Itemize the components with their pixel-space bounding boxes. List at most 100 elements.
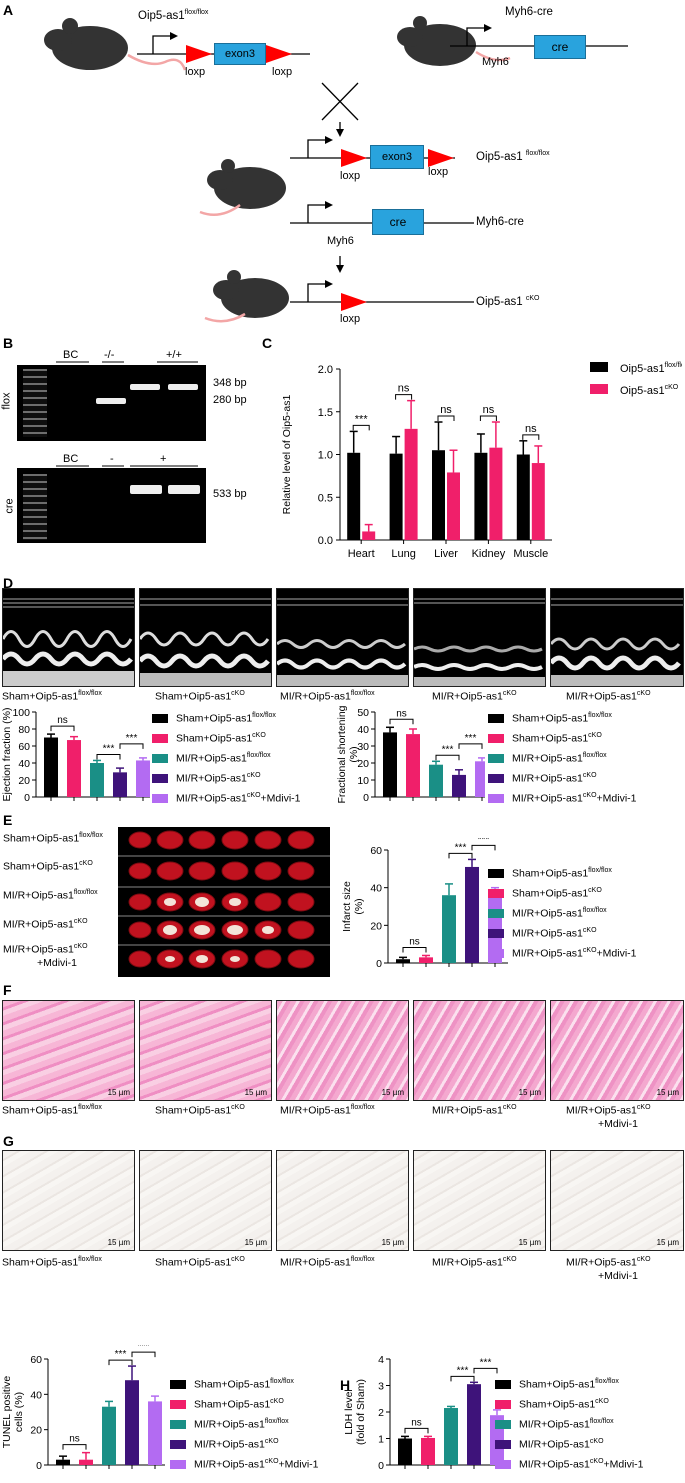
y-tick-label: 60 — [30, 1354, 42, 1366]
caption-e1: Sham+Oip5-as1flox/flox — [3, 832, 103, 845]
significance-label: *** — [138, 1345, 150, 1352]
bar — [102, 1406, 116, 1465]
y-tick-label: 3 — [378, 1381, 384, 1393]
y-tick-label: 80 — [18, 724, 30, 736]
y-axis-label: Relative level of Oip5-as1 — [281, 395, 293, 515]
bar — [125, 1380, 139, 1465]
legend-item: Sham+Oip5-as1cKO — [488, 732, 602, 745]
row3-label: Oip5-as1 cKO — [476, 295, 540, 308]
y-tick-label: 50 — [357, 707, 369, 719]
legend-swatch — [488, 754, 504, 764]
bar — [475, 761, 485, 797]
legend-item: MI/R+Oip5-as1cKO+Mdivi-1 — [495, 1458, 644, 1471]
y-tick-label: 40 — [18, 758, 30, 770]
legend-swatch — [495, 1420, 511, 1430]
bar — [383, 732, 397, 797]
y-tick-label: 0 — [36, 1460, 42, 1472]
loxp-label: loxp — [428, 166, 449, 178]
legend-swatch — [590, 384, 608, 394]
y-tick-label: 2 — [378, 1407, 384, 1419]
caption-f3: MI/R+Oip5-as1flox/flox — [280, 1104, 375, 1117]
myh6-label: Myh6 — [327, 235, 354, 247]
legend-item: MI/R+Oip5-as1flox/flox — [170, 1418, 289, 1431]
significance-label: *** — [103, 743, 115, 754]
mouse-icon-3 — [199, 159, 286, 217]
echo-image-2 — [139, 588, 272, 687]
bar — [347, 452, 361, 540]
bar — [429, 764, 443, 797]
y-tick-label: 60 — [370, 845, 382, 857]
legend-swatch — [488, 714, 504, 724]
legend-item: MI/R+Oip5-as1cKO — [152, 772, 261, 785]
band-533: 533 bp — [213, 488, 247, 500]
significance-label: ns — [440, 404, 452, 416]
bar — [467, 1384, 481, 1465]
y-tick-label: 0 — [24, 792, 30, 804]
echo-image-3 — [276, 588, 409, 687]
he-image-4: 15 µm — [413, 1000, 546, 1101]
legend-swatch — [152, 754, 168, 764]
he-image-2: 15 µm — [139, 1000, 272, 1101]
caption-g1: Sham+Oip5-as1flox/flox — [2, 1256, 102, 1269]
legend-swatch — [488, 889, 504, 899]
bar — [362, 531, 376, 540]
caption-g4: MI/R+Oip5-as1cKO — [432, 1256, 517, 1269]
legend-swatch — [488, 909, 504, 919]
legend-swatch — [170, 1460, 186, 1470]
y-axis-label: TUNEL positive — [1, 1376, 13, 1449]
significance-label: ns — [57, 715, 68, 726]
y-axis-label: Fractional shortening — [336, 705, 348, 803]
y-tick-label: 20 — [370, 920, 382, 932]
panel-label-b: B — [3, 335, 14, 351]
legend-item: MI/R+Oip5-as1cKO+Mdivi-1 — [488, 947, 637, 960]
legend-item: MI/R+Oip5-as1flox/flox — [495, 1418, 614, 1431]
y-tick-label: 20 — [30, 1425, 42, 1437]
legend-swatch — [495, 1460, 511, 1470]
bar — [113, 772, 127, 797]
loxp-triangle — [186, 45, 212, 63]
he-image-3: 15 µm — [276, 1000, 409, 1101]
legend-item: MI/R+Oip5-as1cKO+Mdivi-1 — [152, 792, 301, 805]
legend-item: Sham+Oip5-as1flox/flox — [488, 712, 612, 725]
exon3-box: exon3 — [214, 43, 266, 65]
loxp-triangle — [428, 149, 454, 167]
bar — [136, 760, 150, 797]
ttc-heart-slices — [118, 827, 330, 977]
band-280: 280 bp — [213, 394, 247, 406]
caption-g5: MI/R+Oip5-as1cKO — [566, 1256, 651, 1269]
legend-h: Sham+Oip5-as1flox/flox Sham+Oip5-as1cKO MI… — [495, 1378, 685, 1478]
mouse-icon-1 — [44, 18, 187, 71]
legend-item: MI/R+Oip5-as1cKO — [488, 927, 597, 940]
bar — [44, 737, 58, 797]
caption-e2: Sham+Oip5-as1cKO — [3, 860, 93, 873]
legend-swatch — [488, 774, 504, 784]
significance-label: *** — [455, 842, 467, 853]
he-image-5: 15 µm — [550, 1000, 684, 1101]
caption-f5-mdivi: +Mdivi-1 — [598, 1118, 638, 1130]
y-axis-label: (%) — [353, 898, 365, 914]
y-tick-label: 60 — [18, 741, 30, 753]
significance-label: ns — [69, 1434, 80, 1445]
caption-f4: MI/R+Oip5-as1cKO — [432, 1104, 517, 1117]
cre-box: cre — [372, 209, 424, 235]
y-tick-label: 40 — [357, 724, 369, 736]
bar — [442, 895, 456, 963]
significance-label: ns — [483, 404, 495, 416]
y-axis-label: LDH level — [343, 1389, 355, 1435]
significance-label: *** — [457, 1365, 469, 1376]
legend-swatch — [488, 734, 504, 744]
mouse-icon-4 — [204, 270, 289, 323]
panel-label-g: G — [3, 1133, 14, 1149]
panel-label-c: C — [262, 335, 273, 351]
x-tick-label: Lung — [391, 548, 415, 560]
legend-item: Sham+Oip5-as1flox/flox — [495, 1378, 619, 1391]
myh6-label: Myh6 — [482, 56, 509, 68]
tunel-image-5: 15 µm — [550, 1150, 684, 1251]
bar — [67, 740, 81, 797]
bar — [79, 1459, 93, 1465]
y-tick-label: 0 — [378, 1460, 384, 1472]
legend-item: MI/R+Oip5-as1flox/flox — [488, 752, 607, 765]
y-axis-label: Infarct size — [341, 881, 353, 932]
legend-d-left: Sham+Oip5-as1flox/flox Sham+Oip5-as1cKO MI… — [152, 712, 337, 812]
legend-swatch — [488, 929, 504, 939]
